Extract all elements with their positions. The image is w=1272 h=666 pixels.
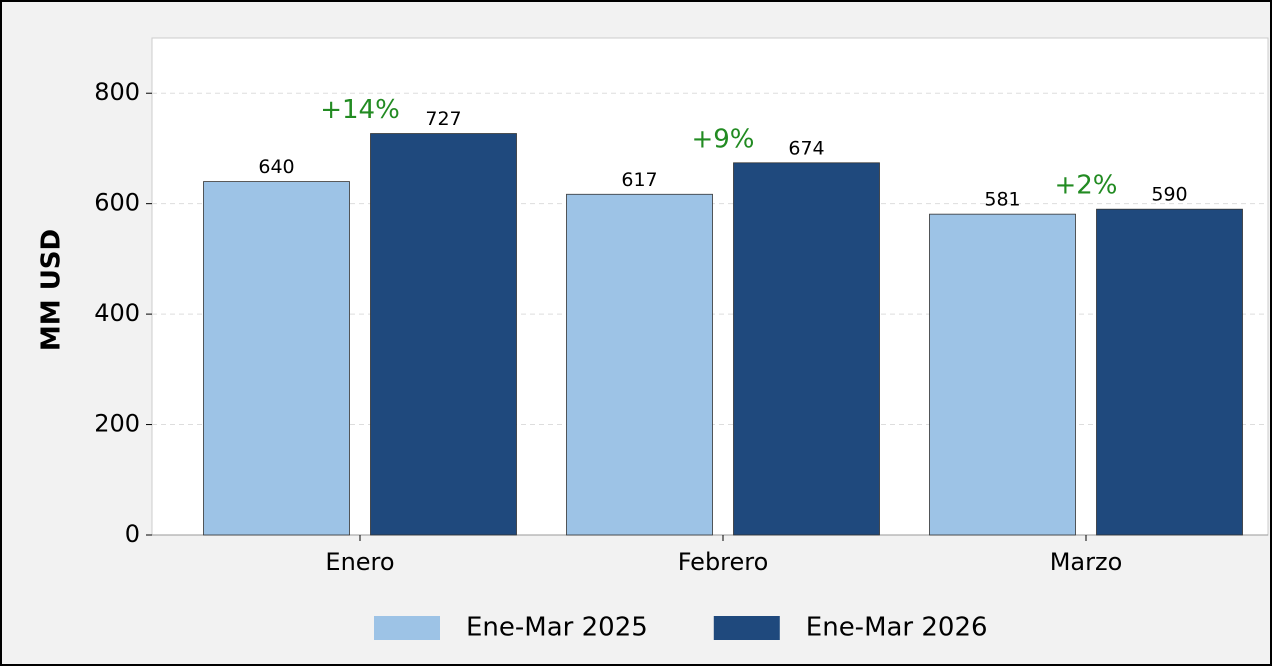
- value-label: 581: [984, 189, 1020, 211]
- x-tick-label: Febrero: [678, 548, 769, 576]
- bar: [566, 193, 713, 536]
- x-tick-label: Marzo: [1050, 548, 1123, 576]
- y-tick-label: 800: [94, 78, 140, 106]
- x-tick-label: Enero: [325, 548, 394, 576]
- annotation: +2%: [1054, 171, 1117, 201]
- bar: [203, 181, 350, 536]
- bar: [929, 213, 1076, 536]
- bar: [733, 162, 880, 536]
- y-tick-label: 0: [125, 520, 140, 548]
- bar: [370, 133, 517, 536]
- y-axis-label: MM USD: [37, 229, 67, 351]
- value-label: 727: [425, 108, 461, 130]
- y-tick-label: 200: [94, 410, 140, 438]
- legend-swatch: [713, 616, 780, 640]
- legend-swatch: [374, 616, 440, 640]
- annotation: +14%: [320, 95, 400, 125]
- legend-label: Ene-Mar 2025: [466, 613, 648, 643]
- annotation: +9%: [691, 124, 754, 154]
- bar: [1096, 208, 1243, 536]
- y-tick-label: 600: [94, 189, 140, 217]
- value-label: 617: [621, 169, 657, 191]
- value-label: 590: [1151, 184, 1187, 206]
- y-tick-label: 400: [94, 299, 140, 327]
- legend-label: Ene-Mar 2026: [806, 613, 988, 643]
- value-label: 674: [788, 137, 824, 159]
- value-label: 640: [258, 156, 294, 178]
